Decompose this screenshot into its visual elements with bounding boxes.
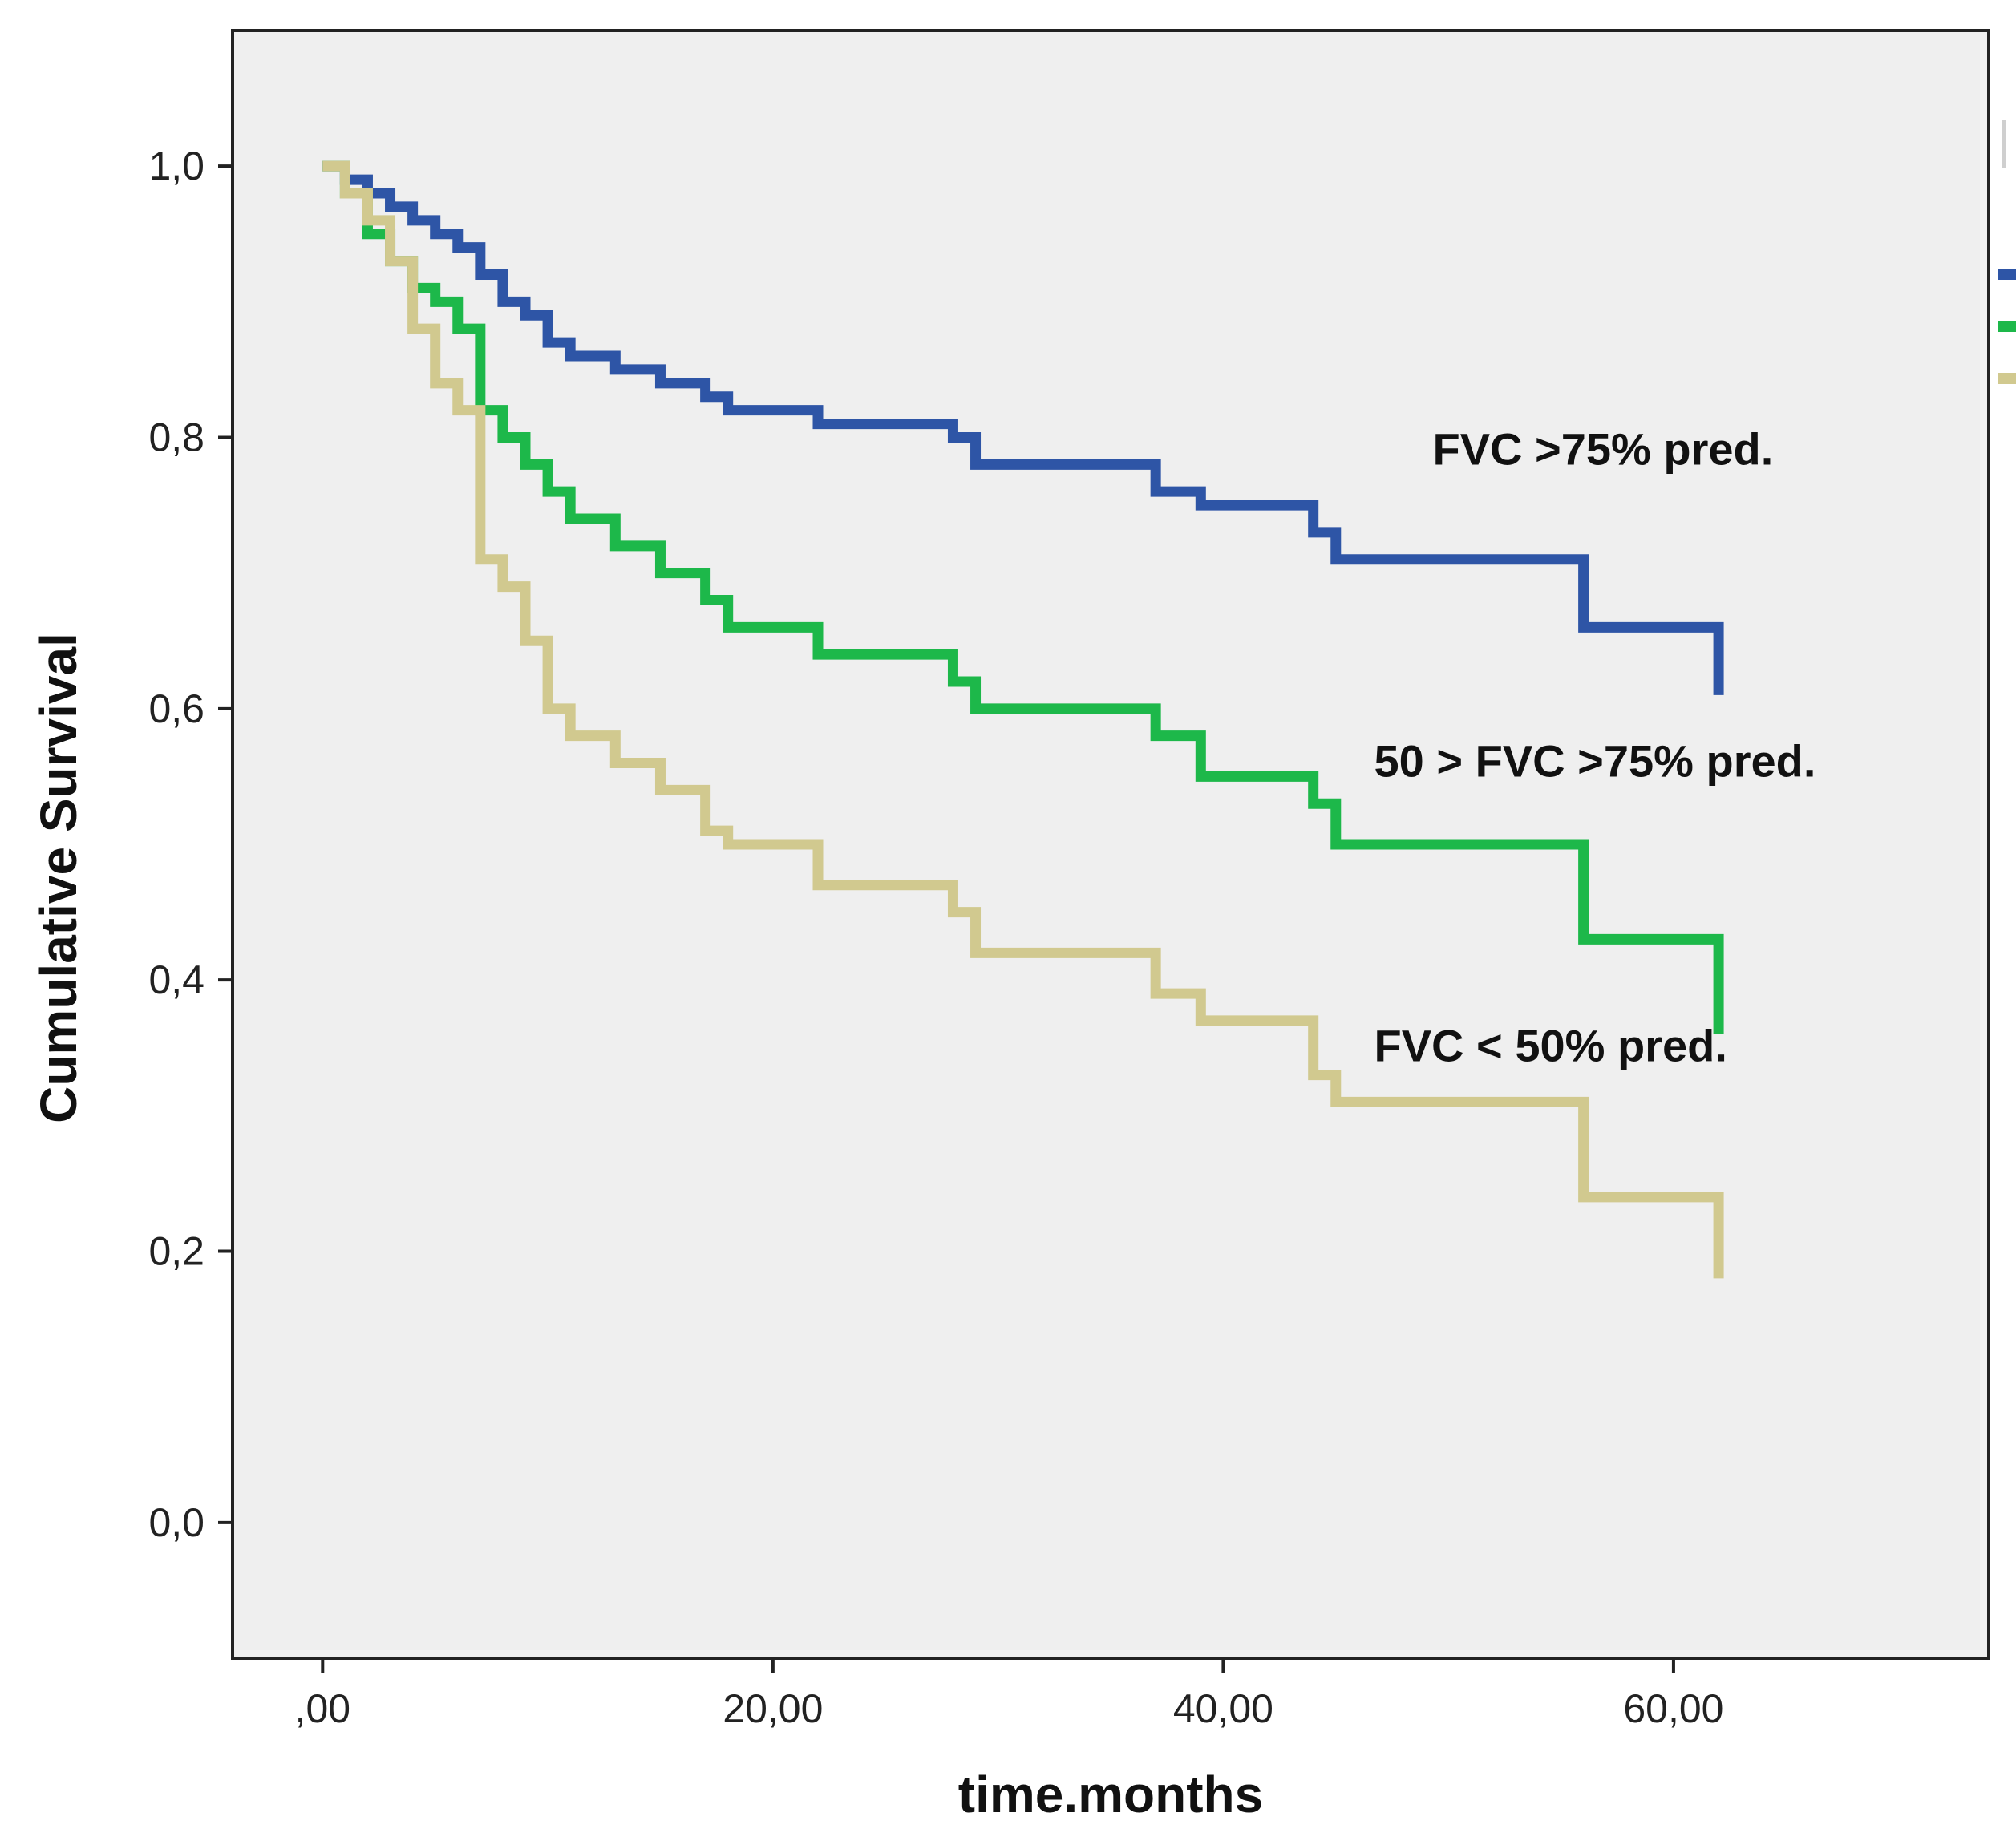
legend-swatches	[1998, 120, 2016, 384]
legend-swatch-1	[1998, 269, 2016, 280]
y-tick-label: 0,0	[148, 1500, 204, 1545]
series-label-1: FVC >75% pred.	[1433, 423, 1774, 474]
x-tick-label: ,00	[295, 1686, 351, 1731]
x-tick-label: 60,00	[1623, 1686, 1723, 1731]
series-label-3: FVC < 50% pred.	[1374, 1021, 1727, 1071]
legend-swatch-3	[1998, 373, 2016, 384]
series-layer	[322, 160, 1724, 1279]
y-tick-label: 0,4	[148, 957, 204, 1002]
x-axis-title: time.months	[958, 1766, 1263, 1823]
y-tick-label: 0,2	[148, 1229, 204, 1274]
series-label-2: 50 > FVC >75% pred.	[1374, 735, 1816, 786]
y-axis-ticks: 0,0 0,2 0,4 0,6 0,8 1,0	[148, 144, 233, 1545]
y-tick-label: 0,8	[148, 415, 204, 460]
y-axis-title: Cumulative Survival	[30, 633, 87, 1123]
y-tick-label: 0,6	[148, 686, 204, 731]
y-tick-label: 1,0	[148, 144, 204, 188]
x-axis-ticks: ,00 20,00 40,00 60,00	[295, 1658, 1723, 1731]
series-line-3	[322, 160, 1724, 1279]
x-tick-label: 20,00	[723, 1686, 823, 1731]
legend-marker	[2002, 120, 2006, 168]
x-tick-label: 40,00	[1173, 1686, 1273, 1731]
series-line-1	[322, 160, 1724, 695]
legend-swatch-2	[1998, 321, 2016, 332]
annotations: FVC >75% pred. 50 > FVC >75% pred. FVC < 5…	[1374, 423, 1816, 1070]
